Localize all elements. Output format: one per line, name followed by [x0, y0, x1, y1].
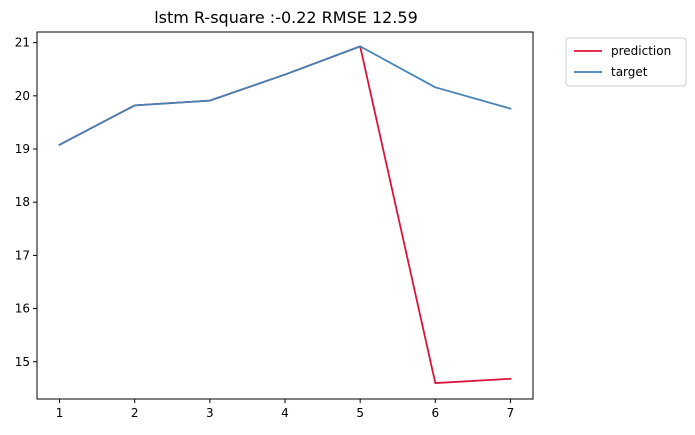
x-tick-label: 4	[281, 406, 289, 420]
x-tick-label: 7	[507, 406, 515, 420]
series-line-prediction	[58, 45, 512, 384]
y-tick-label: 17	[15, 248, 30, 262]
legend-label-prediction: prediction	[611, 44, 671, 58]
legend-box	[565, 37, 687, 87]
y-tick-label: 16	[15, 302, 30, 316]
legend: prediction target	[565, 37, 687, 87]
y-tick-label: 15	[15, 355, 30, 369]
x-tick-label: 5	[356, 406, 364, 420]
series-line-target	[58, 45, 512, 146]
y-tick-label: 18	[15, 195, 30, 209]
x-tick-label: 2	[131, 406, 139, 420]
x-tick-label: 1	[56, 406, 64, 420]
y-tick-label: 20	[15, 89, 30, 103]
x-tick-label: 6	[431, 406, 439, 420]
x-tick-label: 3	[206, 406, 214, 420]
axes-frame	[36, 31, 534, 400]
y-tick-label: 21	[15, 36, 30, 50]
legend-label-target: target	[611, 65, 648, 79]
chart-title: lstm R-square :-0.22 RMSE 12.59	[154, 8, 418, 27]
plot-area: 1 2 3 4 5 6 7 15 16 17 18 19 20 21	[15, 31, 534, 420]
y-tick-label: 19	[15, 142, 30, 156]
